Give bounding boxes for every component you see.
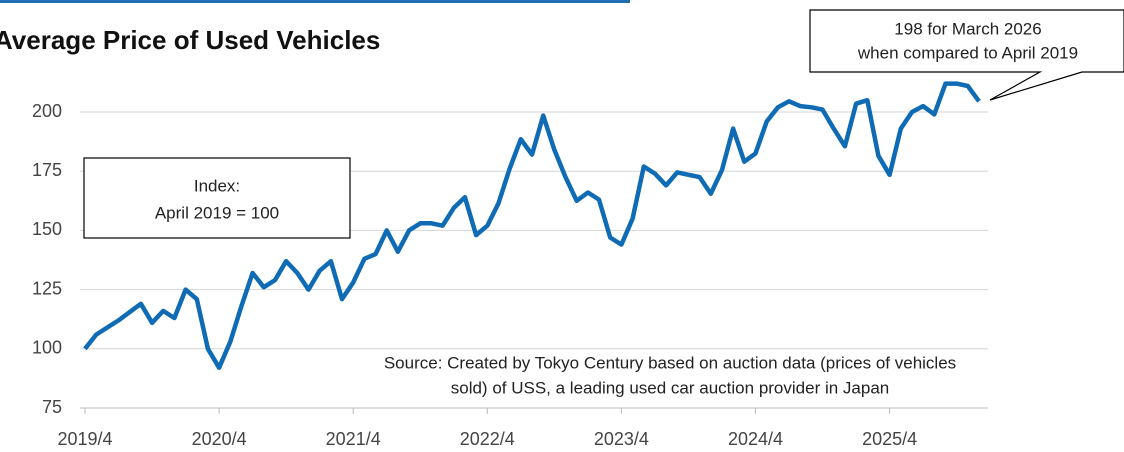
x-tick-label: 2021/4 bbox=[326, 429, 381, 449]
source-note: Source: Created by Tokyo Century based o… bbox=[384, 353, 956, 372]
y-tick-label: 125 bbox=[32, 278, 62, 298]
y-tick-label: 100 bbox=[32, 338, 62, 358]
chart-title: Average Price of Used Vehicles bbox=[0, 25, 380, 55]
x-tick-label: 2024/4 bbox=[728, 429, 783, 449]
top-stripe bbox=[0, 0, 630, 3]
index-note: Index: bbox=[194, 176, 240, 195]
x-tick-label: 2025/4 bbox=[862, 429, 917, 449]
y-tick-label: 150 bbox=[32, 219, 62, 239]
index-box bbox=[83, 157, 351, 239]
source-note: sold) of USS, a leading used car auction… bbox=[451, 378, 889, 397]
x-tick-label: 2020/4 bbox=[192, 429, 247, 449]
x-tick-label: 2022/4 bbox=[460, 429, 515, 449]
index-note: April 2019 = 100 bbox=[155, 203, 279, 222]
y-tick-label: 175 bbox=[32, 160, 62, 180]
y-tick-label: 200 bbox=[32, 101, 62, 121]
x-tick-label: 2019/4 bbox=[57, 429, 112, 449]
line-series bbox=[83, 81, 981, 370]
callout-box bbox=[809, 9, 1124, 101]
callout: when compared to April 2019 bbox=[857, 43, 1078, 62]
x-tick-label: 2023/4 bbox=[594, 429, 649, 449]
y-tick-label: 75 bbox=[42, 397, 62, 417]
callout: 198 for March 2026 bbox=[894, 19, 1041, 38]
